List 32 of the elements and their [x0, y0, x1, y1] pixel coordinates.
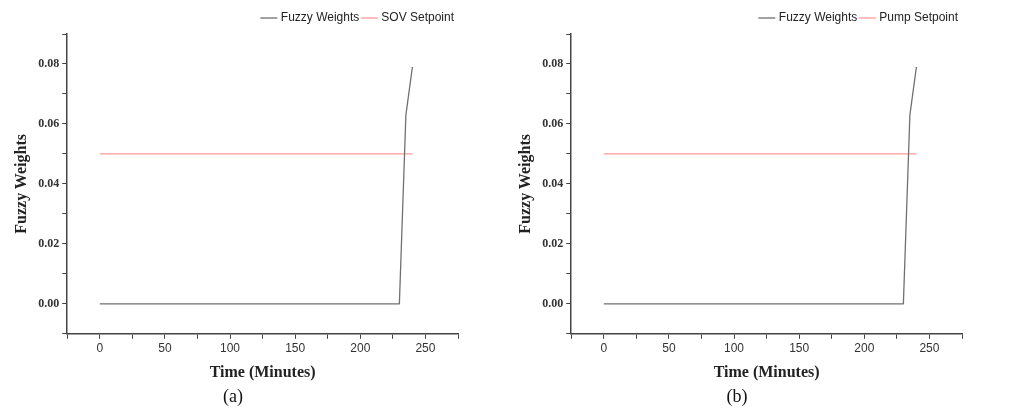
y-tick-label: 0.04 — [38, 175, 60, 190]
legend-label: Pump Setpoint — [879, 10, 959, 25]
x-tick-label: 100 — [220, 341, 241, 356]
y-axis-title: Fuzzy Weights — [11, 134, 30, 234]
x-axis-title: Time (Minutes) — [209, 362, 316, 381]
y-tick-label: 0.04 — [542, 175, 564, 190]
y-axis-title: Fuzzy Weights — [515, 134, 534, 234]
y-tick-label: 0.08 — [38, 56, 60, 71]
x-tick-label: 0 — [600, 341, 608, 356]
legend-label: Fuzzy Weights — [778, 10, 858, 25]
y-tick-label: 0.08 — [542, 56, 564, 71]
y-tick-label: 0.06 — [542, 116, 564, 131]
x-tick-label: 50 — [662, 341, 676, 356]
x-tick-label: 0 — [96, 341, 104, 356]
legend-label: SOV Setpoint — [381, 10, 455, 25]
x-tick-label: 150 — [285, 341, 306, 356]
x-tick-label: 50 — [158, 341, 172, 356]
y-tick-label: 0.00 — [38, 295, 60, 310]
y-tick-label: 0.02 — [542, 235, 564, 250]
x-tick-label: 200 — [854, 341, 875, 356]
x-tick-label: 250 — [415, 341, 436, 356]
y-tick-label: 0.00 — [542, 295, 564, 310]
x-axis-title: Time (Minutes) — [713, 362, 820, 381]
y-tick-label: 0.06 — [38, 116, 60, 131]
legend-label: Fuzzy Weights — [280, 10, 360, 25]
text: (a) — [223, 385, 243, 407]
x-tick-label: 200 — [350, 341, 371, 356]
text: (b) — [726, 385, 748, 407]
y-tick-label: 0.02 — [38, 235, 60, 250]
x-tick-label: 100 — [724, 341, 745, 356]
x-tick-label: 150 — [789, 341, 810, 356]
x-tick-label: 250 — [919, 341, 940, 356]
